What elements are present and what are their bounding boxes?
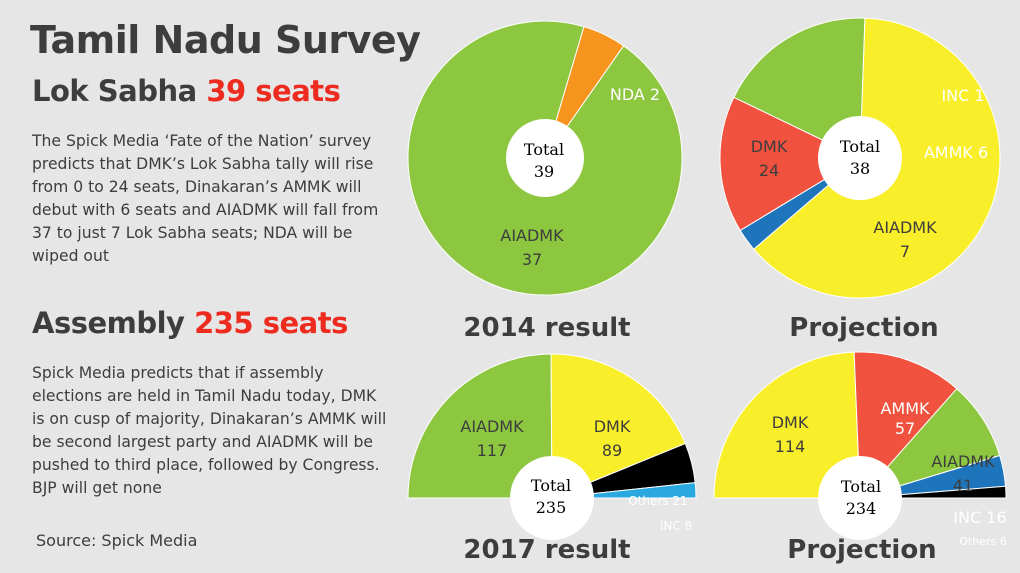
total-hole — [818, 116, 902, 200]
lok-sabha-description: The Spick Media ‘Fate of the Nation’ sur… — [32, 132, 379, 265]
total-value: 39 — [534, 162, 554, 181]
slice-label-others: Others 6 — [959, 535, 1006, 548]
total-label: Total — [531, 476, 571, 495]
total-label: Total — [524, 140, 564, 159]
slice-label-inc: INC 16 — [953, 508, 1006, 527]
assembly-description: Spick Media predicts that if assembly el… — [32, 364, 387, 497]
pie-slice-ammk — [719, 96, 862, 232]
pie-chart-3: Total 235 AIADMK 117 DMK 89 Others 21 INC 8 — [407, 353, 697, 540]
slice-value-aiadmk: 7 — [900, 242, 910, 261]
total-hole — [818, 456, 902, 540]
assembly-heading-label: Assembly — [32, 306, 185, 340]
source-note: Source: Spick Media — [36, 531, 198, 550]
assembly-heading: Assembly 235 seats — [32, 306, 348, 340]
assembly-seat-count: 235 seats — [194, 306, 348, 340]
chart-title: Projection — [789, 313, 938, 343]
slice-label-aiadmk: AIADMK — [931, 452, 995, 471]
slice-label-dmk: DMK — [594, 417, 631, 436]
total-value: 234 — [846, 499, 877, 518]
slice-label-aiadmk: AIADMK — [460, 417, 524, 436]
chart-title: Projection — [787, 535, 936, 565]
slice-value-aiadmk: 41 — [953, 476, 973, 495]
slice-label-others: Others 21 — [628, 494, 687, 508]
chart-title: 2014 result — [463, 313, 630, 343]
chart-title: 2017 result — [463, 535, 630, 565]
total-value: 38 — [850, 159, 870, 178]
slice-value-ammk: 57 — [895, 419, 915, 438]
slice-value-aiadmk: 37 — [522, 250, 542, 269]
slice-value-aiadmk: 117 — [477, 441, 508, 460]
slice-value-dmk: 24 — [759, 161, 779, 180]
lok-sabha-heading: Lok Sabha 39 seats — [32, 74, 341, 108]
pie-slice-dmk — [713, 351, 861, 499]
total-hole — [506, 119, 584, 197]
slice-value-dmk: 89 — [602, 441, 622, 460]
total-label: Total — [841, 477, 881, 496]
total-hole — [510, 456, 594, 540]
pie-chart-2: Total 38 DMK 24 INC 1 AMMK 6 AIADMK 7 — [719, 17, 1001, 299]
pie-slice-dmk — [550, 353, 686, 499]
total-label: Total — [840, 137, 880, 156]
pie-slice-aiadmk — [733, 17, 866, 159]
slice-label-aiadmk: AIADMK — [500, 226, 564, 245]
slice-label-ammk: AMMK — [880, 399, 930, 418]
slice-label-nda: NDA 2 — [610, 85, 660, 104]
total-value: 235 — [536, 498, 567, 517]
pie-chart-1: Total 39 AIADMK 37 NDA 2 — [407, 20, 683, 296]
slice-label-dmk: DMK — [751, 137, 788, 156]
slice-label-ammk: AMMK 6 — [924, 143, 988, 162]
slice-label-aiadmk: AIADMK — [873, 218, 937, 237]
page-title: Tamil Nadu Survey — [30, 18, 421, 62]
slice-value-dmk: 114 — [775, 437, 806, 456]
pie-slice-aiadmk — [407, 353, 553, 499]
slice-label-inc: INC 1 — [941, 86, 984, 105]
slice-label-inc: INC 8 — [660, 519, 692, 533]
lok-sabha-heading-label: Lok Sabha — [32, 74, 197, 108]
slice-label-dmk: DMK — [772, 413, 809, 432]
lok-sabha-seat-count: 39 seats — [206, 74, 341, 108]
